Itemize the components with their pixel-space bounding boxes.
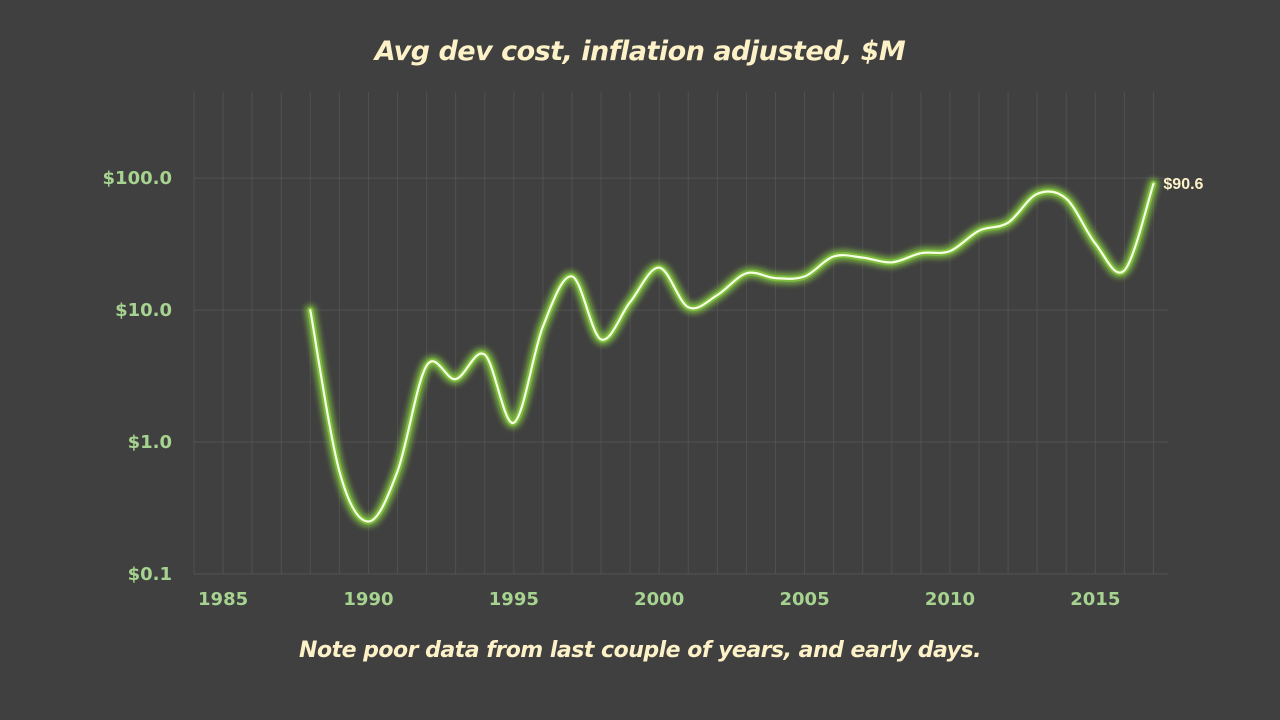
end-value-label: $90.6 [1163,176,1203,193]
series-layer [304,178,1159,527]
tick-layer: $0.1 $1.0 $10.0 $100.0 1985 1990 1995 2000 2005 2… [103,168,1121,610]
x-tick-label: 2000 [634,589,684,610]
label-layer: $90.6 [1163,176,1203,193]
x-tick-label: 1985 [198,589,248,610]
x-tick-label: 2015 [1070,589,1120,610]
x-tick-label: 2005 [780,589,830,610]
series-line [309,182,1155,523]
series-line-glow [304,178,1159,527]
chart-title: Avg dev cost, inflation adjusted, $M [374,36,906,67]
series-line-halo [307,180,1157,525]
y-tick-label: $10.0 [115,300,172,321]
x-tick-label: 1995 [489,589,539,610]
chart-note: Note poor data from last couple of years… [299,638,981,663]
y-tick-label: $1.0 [128,432,172,453]
grid-layer [193,92,1168,575]
x-tick-label: 1990 [343,589,393,610]
x-tick-label: 2010 [925,589,975,610]
y-tick-label: $100.0 [103,168,172,189]
y-tick-label: $0.1 [128,564,172,585]
